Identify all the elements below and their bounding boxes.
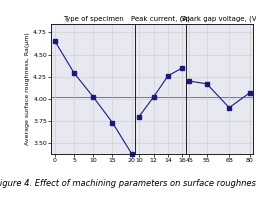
Text: Figure 4. Effect of machining parameters on surface roughness: Figure 4. Effect of machining parameters…	[0, 179, 256, 188]
Y-axis label: Average surface roughness, Ra(μm): Average surface roughness, Ra(μm)	[25, 32, 30, 145]
Title: Type of specimen: Type of specimen	[63, 16, 124, 22]
Title: Spark gap voltage, (V): Spark gap voltage, (V)	[181, 16, 256, 22]
Title: Peak current, (A): Peak current, (A)	[131, 16, 190, 22]
